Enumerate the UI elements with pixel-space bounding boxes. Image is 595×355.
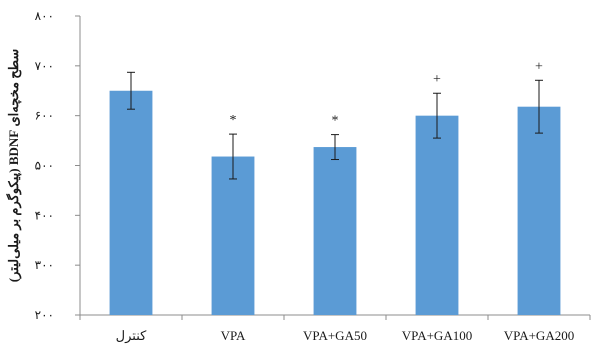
significance-marker: * bbox=[332, 114, 339, 129]
bar bbox=[109, 90, 153, 315]
significance-marker: + bbox=[433, 72, 441, 87]
bars bbox=[109, 90, 561, 316]
significance-marker: + bbox=[535, 59, 543, 74]
significance-marker: * bbox=[230, 113, 237, 128]
bar bbox=[415, 115, 459, 316]
x-tick-label: VPA+GA200 bbox=[504, 328, 574, 343]
y-tick-label: ۲۰۰ bbox=[35, 308, 54, 322]
y-tick-label: ۷۰۰ bbox=[35, 59, 54, 73]
error-bars bbox=[127, 71, 543, 180]
y-tick-label: ۳۰۰ bbox=[35, 258, 54, 272]
y-tick-label: ۶۰۰ bbox=[35, 109, 54, 123]
y-tick-label: ۵۰۰ bbox=[35, 159, 54, 173]
bar bbox=[517, 106, 561, 316]
y-tick-label: ۴۰۰ bbox=[35, 208, 54, 222]
x-tick-label: VPA+GA50 bbox=[303, 328, 367, 343]
labels: ۲۰۰ ۳۰۰ ۴۰۰ ۵۰۰ ۶۰۰ ۷۰۰ ۸۰۰ کنترل * VPA * VPA+GA50 +… bbox=[35, 9, 575, 344]
y-axis-label: سطح مخچه‌ای BDNF (پیکوگرم بر میلی‌لیتر) bbox=[5, 49, 22, 283]
y-tick-label: ۸۰۰ bbox=[35, 9, 54, 23]
axes bbox=[75, 15, 591, 320]
x-tick-label: VPA+GA100 bbox=[402, 328, 472, 343]
x-tick-label: VPA bbox=[221, 328, 246, 343]
bar bbox=[313, 147, 357, 315]
bar bbox=[211, 156, 255, 315]
x-tick-label: کنترل bbox=[116, 328, 147, 344]
